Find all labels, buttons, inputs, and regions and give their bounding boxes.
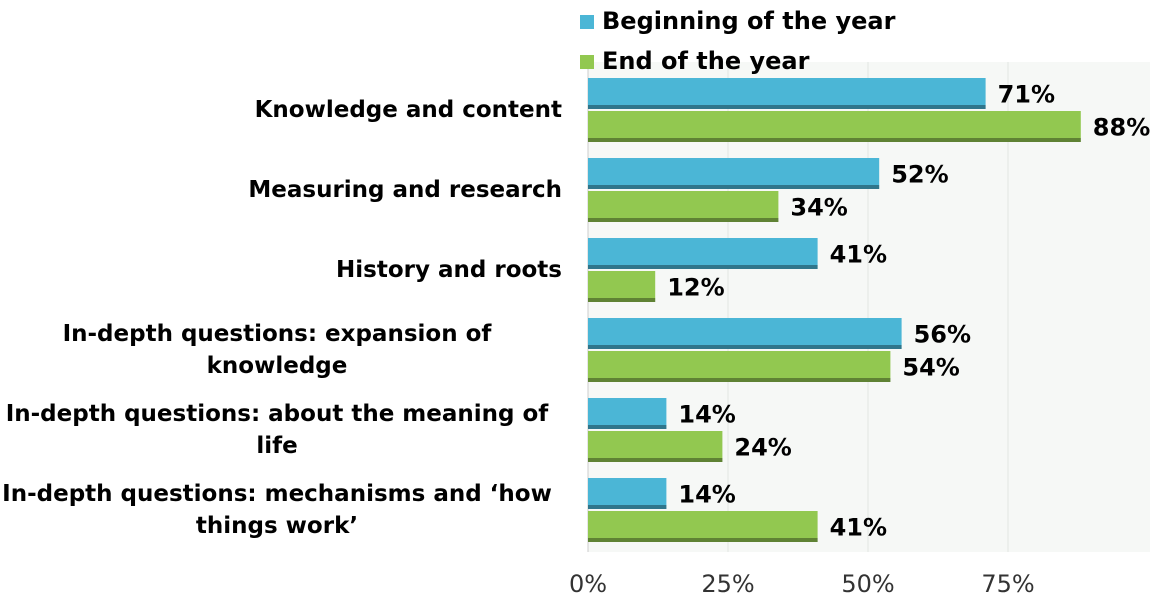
bar-shade	[588, 218, 779, 222]
bar-shade	[588, 345, 902, 349]
bar-shade	[588, 298, 656, 302]
legend-label: Beginning of the year	[602, 7, 896, 35]
x-tick-label: 50%	[841, 570, 894, 598]
bar	[588, 431, 723, 462]
bar-shade	[588, 505, 667, 509]
x-tick-label: 0%	[569, 570, 607, 598]
category-label: Measuring and research	[248, 177, 562, 203]
bar-shade	[588, 185, 880, 189]
bar	[588, 238, 818, 269]
category-label: In-depth questions: expansion of knowled…	[62, 321, 492, 379]
category-label: In-depth questions: about the meaning of…	[5, 401, 549, 459]
category-label: History and roots	[336, 257, 562, 283]
legend-swatch	[580, 15, 594, 29]
bar	[588, 78, 986, 109]
value-label: 14%	[678, 401, 735, 429]
category-label: In-depth questions: mechanisms and ‘how …	[2, 481, 552, 539]
plot-area	[588, 62, 1150, 552]
value-label: 54%	[902, 354, 959, 382]
bar	[588, 478, 667, 509]
bar-shade	[588, 538, 818, 542]
bar-shade	[588, 378, 891, 382]
value-label: 24%	[734, 434, 791, 462]
bar	[588, 191, 779, 222]
bar	[588, 271, 656, 302]
bar	[588, 318, 902, 349]
value-label: 41%	[830, 514, 887, 542]
bar-shade	[588, 425, 667, 429]
value-label: 14%	[678, 481, 735, 509]
bar	[588, 111, 1081, 142]
value-label: 52%	[891, 161, 948, 189]
value-label: 71%	[998, 81, 1055, 109]
value-label: 88%	[1093, 114, 1150, 142]
legend-label: End of the year	[602, 47, 810, 75]
value-label: 34%	[790, 194, 847, 222]
x-tick-label: 75%	[981, 570, 1034, 598]
category-label: Knowledge and content	[254, 97, 562, 123]
bar	[588, 158, 880, 189]
x-tick-label: 25%	[701, 570, 754, 598]
bar-shade	[588, 265, 818, 269]
value-label: 56%	[914, 321, 971, 349]
legend-swatch	[580, 55, 594, 69]
value-label: 12%	[667, 274, 724, 302]
bar	[588, 351, 891, 382]
bar	[588, 511, 818, 542]
value-label: 41%	[830, 241, 887, 269]
bar	[588, 398, 667, 429]
bar-shade	[588, 138, 1081, 142]
bar-shade	[588, 458, 723, 462]
bar-shade	[588, 105, 986, 109]
